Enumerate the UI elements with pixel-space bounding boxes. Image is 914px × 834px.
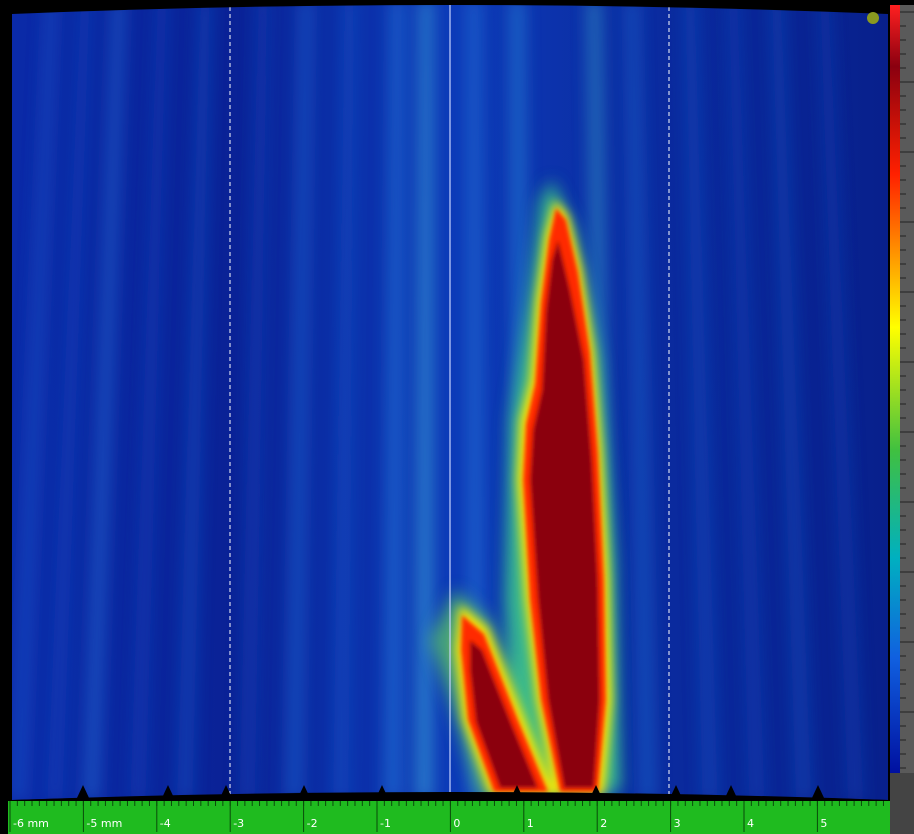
ruler-labels: -6 mm -5 mm -4 -3 -2 -1 0 1 2 3 4 5 [13, 817, 827, 830]
streak [626, 5, 656, 800]
ruler-label: 2 [600, 817, 607, 830]
probe-marker [161, 785, 175, 800]
streak [130, 5, 168, 800]
probe-marker [510, 785, 524, 800]
ruler-label: -2 [307, 817, 318, 830]
probe-marker [589, 785, 603, 800]
streak [176, 5, 212, 800]
indication-core [461, 208, 606, 792]
scale-ticks [900, 11, 914, 769]
streak [684, 5, 718, 800]
ruler-label: -5 mm [86, 817, 122, 830]
ruler-label: -4 [160, 817, 171, 830]
scan-image [12, 5, 888, 800]
streak [818, 5, 864, 800]
color-scale [890, 5, 900, 773]
streak [46, 5, 92, 800]
streak [83, 5, 125, 800]
ruler [8, 801, 890, 834]
streak [332, 5, 356, 800]
probe-marker [375, 785, 389, 800]
streak [770, 5, 812, 800]
probe-markers [76, 785, 825, 800]
streak [12, 5, 58, 800]
streak [384, 5, 404, 800]
streak [468, 5, 484, 800]
probe-marker [219, 785, 233, 800]
ruler-label: 1 [527, 817, 534, 830]
ruler-label: 4 [747, 817, 754, 830]
probe-marker [76, 785, 90, 800]
ruler-label: 3 [674, 817, 681, 830]
ruler-label: 0 [453, 817, 460, 830]
streak [286, 5, 312, 800]
status-dot [867, 12, 879, 24]
ruler-label: 5 [820, 817, 827, 830]
probe-marker [669, 785, 683, 800]
ruler-label: -6 mm [13, 817, 49, 830]
ruler-ticks [9, 801, 884, 832]
probe-marker [297, 785, 311, 800]
streak [416, 5, 432, 800]
streak [727, 5, 765, 800]
color-scale-ticks [900, 5, 914, 773]
probe-marker [724, 785, 738, 800]
streak [239, 5, 269, 800]
scale-footer [890, 773, 914, 834]
probe-marker [811, 785, 825, 800]
ruler-label: -3 [233, 817, 244, 830]
ruler-label: -1 [380, 817, 391, 830]
